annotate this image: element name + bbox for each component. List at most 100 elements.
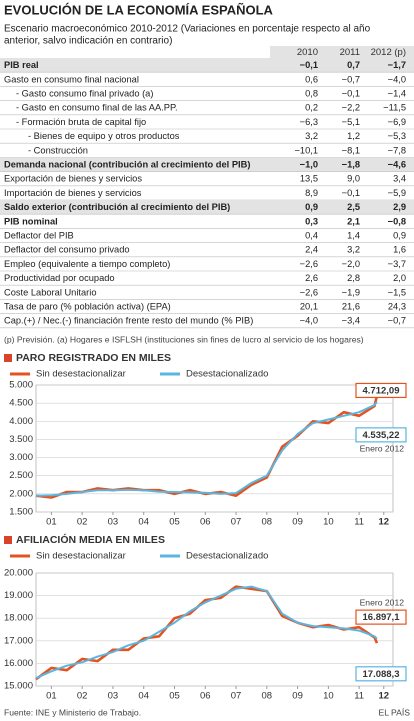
y-tick-label: 15.000 bbox=[4, 681, 33, 692]
x-tick-label: 09 bbox=[292, 691, 303, 702]
value-label-box bbox=[355, 427, 407, 443]
y-tick-label: 2.000 bbox=[9, 488, 33, 499]
row-label: Cap.(+) / Nec.(-) financiación frente re… bbox=[4, 316, 253, 326]
value-label: 16.897,1 bbox=[363, 612, 401, 623]
cell-value: −0,1 bbox=[342, 188, 360, 198]
cell-value: 0,9 bbox=[305, 202, 318, 212]
cell-value: 0,7 bbox=[347, 60, 360, 70]
value-label: 4.535,22 bbox=[363, 430, 400, 441]
x-tick-label: 10 bbox=[323, 517, 334, 528]
row-label: Coste Laboral Unitario bbox=[4, 287, 97, 297]
row-label: Empleo (equivalente a tiempo completo) bbox=[4, 259, 170, 269]
cell-value: −0,1 bbox=[300, 60, 318, 70]
chart-title-marker bbox=[4, 536, 12, 544]
y-tick-label: 4.500 bbox=[9, 398, 33, 409]
subtitle: Escenario macroeconómico 2010-2012 (Vari… bbox=[4, 24, 371, 35]
cell-value: −2,6 bbox=[300, 287, 318, 297]
subtitle: anterior, salvo indicación en contrario) bbox=[4, 36, 172, 47]
row-shade bbox=[0, 58, 414, 73]
cell-value: −8,1 bbox=[342, 145, 360, 155]
column-header: 2011 bbox=[340, 47, 360, 58]
y-tick-label: 3.500 bbox=[9, 434, 33, 445]
cell-value: 9,0 bbox=[347, 174, 360, 184]
x-tick-label: 04 bbox=[138, 517, 149, 528]
row-label: Exportación de bienes y servicios bbox=[4, 174, 142, 184]
cell-value: −4,6 bbox=[388, 159, 406, 169]
annotation: Enero 2012 bbox=[360, 443, 405, 453]
y-tick-label: 5.000 bbox=[9, 380, 33, 391]
row-label: PIB nominal bbox=[4, 216, 58, 226]
value-label-box bbox=[355, 609, 407, 625]
row-shade bbox=[0, 157, 414, 172]
cell-value: −4,0 bbox=[300, 316, 318, 326]
cell-value: 2,0 bbox=[393, 273, 406, 283]
row-label: PIB real bbox=[4, 60, 39, 70]
legend-label: Desestacionalizado bbox=[186, 551, 268, 562]
row-label: Importación de bienes y servicios bbox=[4, 188, 142, 198]
x-tick-label: 03 bbox=[108, 517, 119, 528]
cell-value: −0,7 bbox=[342, 74, 360, 84]
x-tick-label: 09 bbox=[292, 517, 303, 528]
row-label: - Formación bruta de capital fijo bbox=[16, 117, 146, 127]
source: Fuente: INE y Ministerio de Trabajo. bbox=[4, 707, 141, 717]
legend-label: Sin desestacionalizar bbox=[36, 369, 126, 380]
cell-value: −11,5 bbox=[383, 103, 406, 113]
cell-value: −5,1 bbox=[342, 117, 360, 127]
cell-value: −2,2 bbox=[342, 103, 360, 113]
x-tick-label: 06 bbox=[200, 691, 211, 702]
row-label: Saldo exterior (contribución al crecimie… bbox=[4, 202, 230, 212]
x-tick-label: 06 bbox=[200, 517, 211, 528]
cell-value: −0,8 bbox=[388, 216, 406, 226]
cell-value: 2,8 bbox=[347, 273, 360, 283]
cell-value: 2,5 bbox=[347, 202, 360, 212]
cell-value: 1,6 bbox=[393, 245, 406, 255]
y-tick-label: 19.000 bbox=[4, 590, 33, 601]
x-tick-label: 07 bbox=[231, 691, 242, 702]
cell-value: −1,0 bbox=[300, 159, 318, 169]
cell-value: −1,9 bbox=[342, 287, 360, 297]
x-tick-label: 12 bbox=[378, 691, 389, 702]
brand: EL PAÍS bbox=[378, 707, 410, 717]
cell-value: −1,4 bbox=[388, 88, 406, 98]
cell-value: 20,1 bbox=[300, 301, 318, 311]
y-tick-label: 1.500 bbox=[9, 507, 33, 518]
x-tick-label: 04 bbox=[138, 691, 149, 702]
cell-value: 0,4 bbox=[305, 230, 318, 240]
cell-value: 3,2 bbox=[305, 131, 318, 141]
cell-value: −0,7 bbox=[388, 316, 406, 326]
x-tick-label: 11 bbox=[354, 517, 364, 528]
x-tick-label: 08 bbox=[262, 517, 273, 528]
value-label: 4.712,09 bbox=[363, 385, 400, 396]
x-tick-label: 01 bbox=[46, 691, 57, 702]
cell-value: −2,0 bbox=[342, 259, 360, 269]
cell-value: 8,9 bbox=[305, 188, 318, 198]
cell-value: −4,0 bbox=[388, 74, 406, 84]
series-line bbox=[35, 401, 378, 497]
row-shade bbox=[0, 200, 414, 215]
y-tick-label: 20.000 bbox=[4, 568, 33, 579]
cell-value: 3,4 bbox=[393, 174, 406, 184]
value-label-box bbox=[355, 382, 407, 399]
cell-value: 2,1 bbox=[347, 216, 360, 226]
x-tick-label: 10 bbox=[323, 691, 334, 702]
cell-value: 24,3 bbox=[388, 301, 406, 311]
cell-value: −5,3 bbox=[388, 131, 406, 141]
x-tick-label: 08 bbox=[262, 691, 273, 702]
cell-value: −6,3 bbox=[300, 117, 318, 127]
column-header: 2010 bbox=[297, 47, 318, 58]
row-label: - Bienes de equipo y otros productos bbox=[28, 131, 180, 141]
y-tick-label: 18.000 bbox=[4, 613, 33, 624]
row-label: Productividad por ocupado bbox=[4, 273, 115, 283]
cell-value: 21,6 bbox=[342, 301, 360, 311]
chart-title: PARO REGISTRADO EN MILES bbox=[16, 352, 171, 364]
row-label: - Gasto en consumo final de las AA.PP. bbox=[16, 103, 178, 113]
plot-area bbox=[35, 572, 394, 687]
row-label: Deflactor del PIB bbox=[4, 230, 74, 240]
cell-value: −2,6 bbox=[300, 259, 318, 269]
row-label: - Construcción bbox=[28, 145, 88, 155]
x-tick-label: 05 bbox=[169, 691, 180, 702]
row-label: Demanda nacional (contribución al crecim… bbox=[4, 159, 250, 169]
y-tick-label: 2.500 bbox=[9, 470, 33, 481]
